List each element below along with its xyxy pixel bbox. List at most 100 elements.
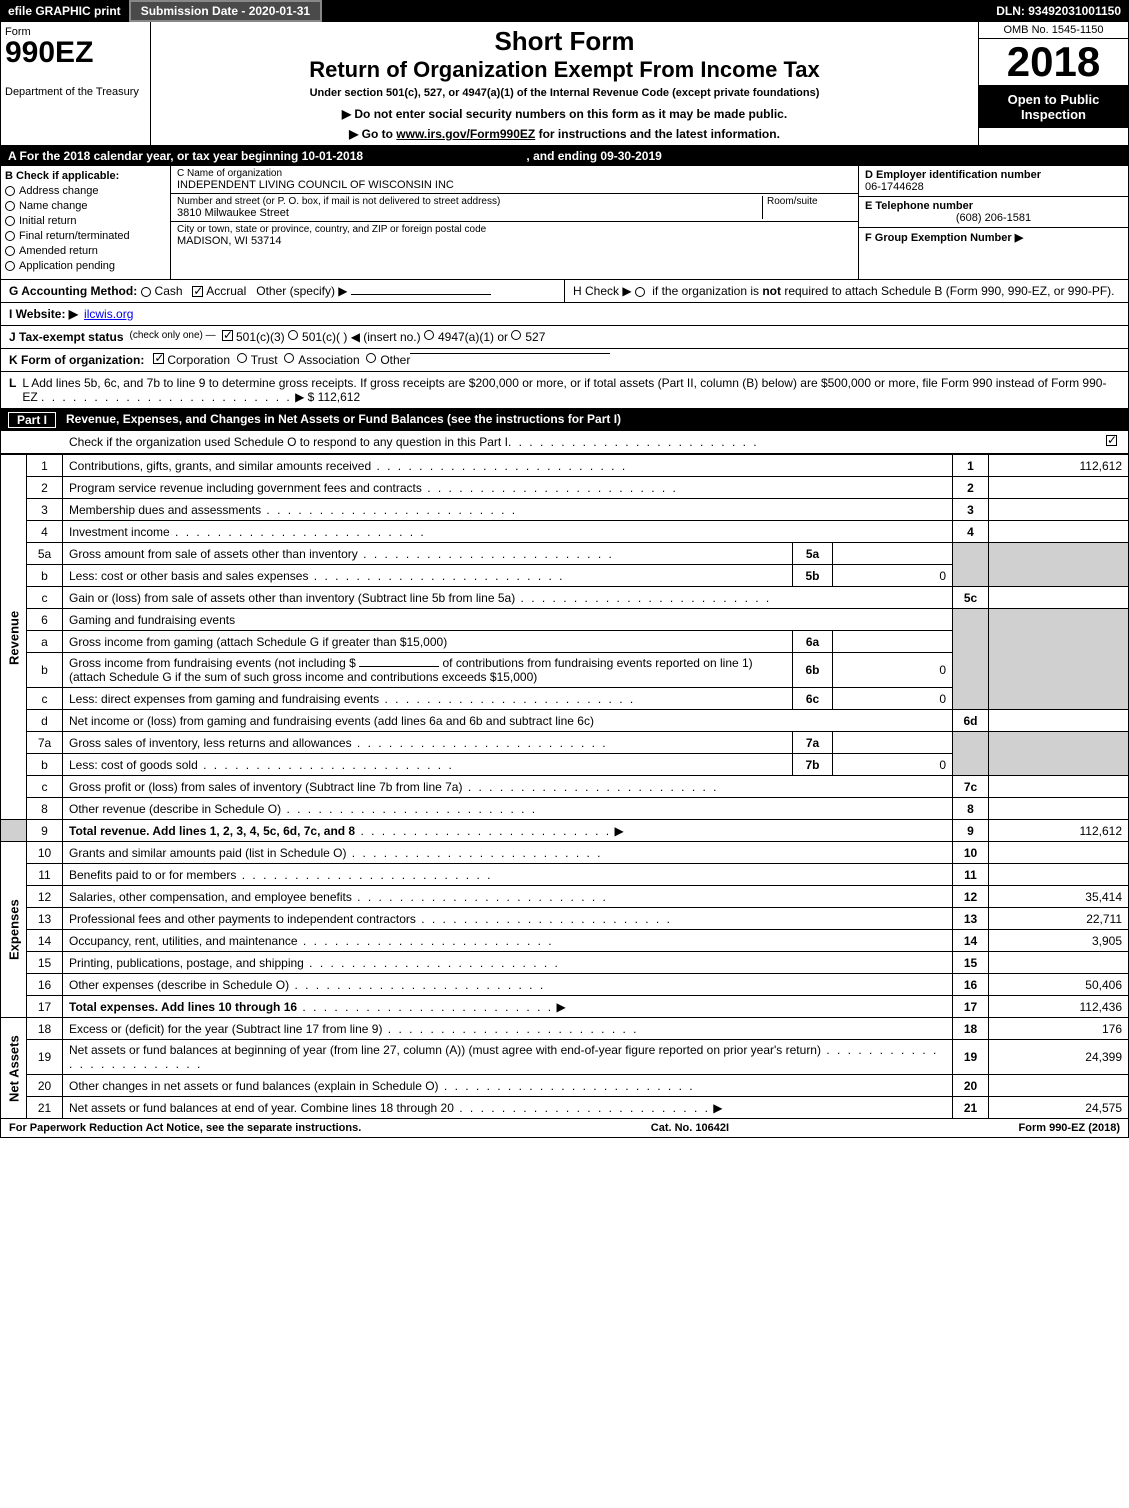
k-assoc-radio[interactable] [284, 353, 294, 363]
l12-desc: Salaries, other compensation, and employ… [69, 890, 352, 904]
row-l: L L Add lines 5b, 6c, and 7b to line 9 t… [1, 372, 1128, 409]
row-g-h: G Accounting Method: Cash Accrual Other … [0, 280, 1129, 303]
line-21: 21 Net assets or fund balances at end of… [1, 1097, 1129, 1119]
l2-desc: Program service revenue including govern… [69, 481, 422, 495]
l15-desc: Printing, publications, postage, and shi… [69, 956, 304, 970]
box-f: F Group Exemption Number ▶ [859, 228, 1128, 247]
l17-ln: 17 [953, 996, 989, 1018]
j-501c3-check[interactable] [222, 330, 233, 341]
l1-ln: 1 [953, 455, 989, 477]
line-13: 13 Professional fees and other payments … [1, 908, 1129, 930]
part1-schedule-o-check[interactable] [1106, 435, 1117, 446]
l3-desc: Membership dues and assessments [69, 503, 261, 517]
l6a-sub: 6a [793, 631, 833, 653]
l7a-sub: 7a [793, 732, 833, 754]
chk-application-pending[interactable]: Application pending [5, 260, 166, 272]
h-radio[interactable] [635, 287, 645, 297]
website-link[interactable]: ilcwis.org [84, 307, 133, 321]
l5b-desc: Less: cost or other basis and sales expe… [69, 569, 308, 583]
expenses-side-label: Expenses [1, 842, 27, 1018]
box-b-header: B Check if applicable: [5, 170, 166, 182]
h-text2: if the organization is [652, 284, 762, 298]
l3-ln: 3 [953, 499, 989, 521]
l20-amt [989, 1075, 1129, 1097]
l6d-ln: 6d [953, 710, 989, 732]
l10-num: 10 [27, 842, 63, 864]
l17-num: 17 [27, 996, 63, 1018]
l16-ln: 16 [953, 974, 989, 996]
l13-num: 13 [27, 908, 63, 930]
tax-period-row: A For the 2018 calendar year, or tax yea… [0, 146, 1129, 166]
line-16: 16 Other expenses (describe in Schedule … [1, 974, 1129, 996]
k-other-input[interactable] [410, 353, 610, 354]
l11-ln: 11 [953, 864, 989, 886]
box-c: C Name of organization INDEPENDENT LIVIN… [171, 166, 858, 279]
g-accrual-check[interactable] [192, 286, 203, 297]
k-other-radio[interactable] [366, 353, 376, 363]
k-trust-radio[interactable] [237, 353, 247, 363]
box-e-value: (608) 206-1581 [865, 212, 1122, 224]
box-d-label: D Employer identification number [865, 169, 1122, 181]
g-other-label: Other (specify) ▶ [256, 284, 347, 298]
l16-desc: Other expenses (describe in Schedule O) [69, 978, 289, 992]
g-cash-radio[interactable] [141, 287, 151, 297]
line-6d: d Net income or (loss) from gaming and f… [1, 710, 1129, 732]
l6b-num: b [27, 653, 63, 688]
l16-num: 16 [27, 974, 63, 996]
l-dots [41, 390, 292, 404]
box-e-label: E Telephone number [865, 200, 1122, 212]
chk-name-change[interactable]: Name change [5, 200, 166, 212]
l7b-desc: Less: cost of goods sold [69, 758, 198, 772]
efile-topbar: efile GRAPHIC print Submission Date - 20… [0, 0, 1129, 22]
box-d: D Employer identification number 06-1744… [859, 166, 1128, 197]
l12-amt: 35,414 [989, 886, 1129, 908]
l6b-blank[interactable] [359, 666, 439, 667]
chk-amended-return[interactable]: Amended return [5, 245, 166, 257]
k-corp-check[interactable] [153, 353, 164, 364]
l5a-sub: 5a [793, 543, 833, 565]
j-4947-radio[interactable] [424, 330, 434, 340]
chk-final-return[interactable]: Final return/terminated [5, 230, 166, 242]
dln-label: DLN: 93492031001150 [988, 4, 1129, 18]
efile-label: efile GRAPHIC print [0, 4, 129, 18]
chk-address-change[interactable]: Address change [5, 185, 166, 197]
l9-desc: Total revenue. Add lines 1, 2, 3, 4, 5c,… [69, 824, 355, 838]
goto-link[interactable]: www.irs.gov/Form990EZ [396, 127, 535, 141]
tax-year: 2018 [979, 39, 1128, 86]
street-label: Number and street (or P. O. box, if mail… [177, 196, 762, 207]
k-trust-label: Trust [251, 353, 278, 367]
chk-amended-return-label: Amended return [19, 245, 98, 257]
l20-ln: 20 [953, 1075, 989, 1097]
l7c-ln: 7c [953, 776, 989, 798]
chk-initial-return[interactable]: Initial return [5, 215, 166, 227]
g-label: G Accounting Method: [9, 284, 137, 298]
l15-num: 15 [27, 952, 63, 974]
l6d-num: d [27, 710, 63, 732]
l7a-num: 7a [27, 732, 63, 754]
city-label: City or town, state or province, country… [177, 224, 852, 235]
l20-num: 20 [27, 1075, 63, 1097]
j-501c-radio[interactable] [288, 330, 298, 340]
l7a-subval [833, 732, 953, 754]
l5a-subval [833, 543, 953, 565]
l5a-desc: Gross amount from sale of assets other t… [69, 547, 358, 561]
g-cash-label: Cash [155, 284, 183, 298]
j-small: (check only one) — [130, 330, 216, 341]
j-label: J Tax-exempt status [9, 330, 124, 344]
org-name-cell: C Name of organization INDEPENDENT LIVIN… [171, 166, 858, 194]
footer-mid: Cat. No. 10642I [361, 1122, 1018, 1134]
l9-ln: 9 [953, 820, 989, 842]
submission-date-button[interactable]: Submission Date - 2020-01-31 [129, 0, 322, 22]
line-3: 3 Membership dues and assessments 3 [1, 499, 1129, 521]
g-other-input[interactable] [351, 294, 491, 295]
grey-5-amt [989, 543, 1129, 587]
l6c-num: c [27, 688, 63, 710]
l1-amt: 112,612 [989, 455, 1129, 477]
l-arrow: ▶ [295, 390, 304, 404]
page-footer: For Paperwork Reduction Act Notice, see … [0, 1119, 1129, 1138]
chk-address-change-label: Address change [19, 185, 99, 197]
chk-initial-return-label: Initial return [19, 215, 76, 227]
j-527-radio[interactable] [511, 330, 521, 340]
l2-ln: 2 [953, 477, 989, 499]
l21-arrow: ▶ [713, 1101, 722, 1115]
